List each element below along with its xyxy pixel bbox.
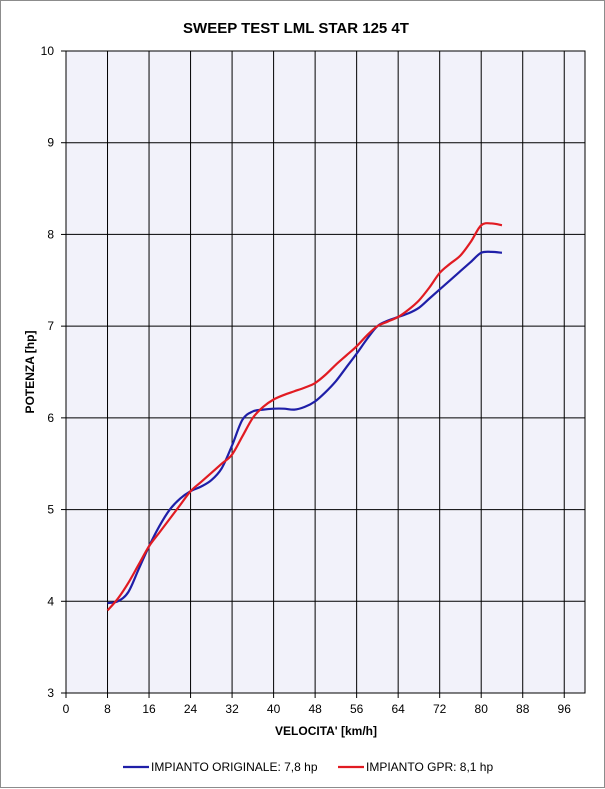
x-axis-label: VELOCITA' [km/h] bbox=[275, 724, 377, 738]
y-tick-label: 8 bbox=[47, 227, 54, 241]
y-tick-label: 9 bbox=[47, 136, 54, 150]
y-tick-label: 10 bbox=[41, 44, 55, 58]
x-tick-label: 48 bbox=[308, 702, 322, 716]
x-tick-label: 8 bbox=[104, 702, 111, 716]
chart-title: SWEEP TEST LML STAR 125 4T bbox=[183, 20, 409, 37]
grid-lines bbox=[66, 51, 585, 693]
y-tick-label: 6 bbox=[47, 411, 54, 425]
x-tick-label: 56 bbox=[350, 702, 364, 716]
y-tick-label: 4 bbox=[47, 594, 54, 608]
series-lines bbox=[106, 222, 503, 612]
legend-label: IMPIANTO ORIGINALE: 7,8 hp bbox=[151, 760, 318, 774]
series-line-gpr bbox=[106, 222, 503, 612]
x-tick-label: 40 bbox=[267, 702, 281, 716]
legend-item-gpr: IMPIANTO GPR: 8,1 hp bbox=[338, 760, 493, 774]
y-tick-label: 7 bbox=[47, 319, 54, 333]
legend-label: IMPIANTO GPR: 8,1 hp bbox=[366, 760, 493, 774]
x-tick-label: 72 bbox=[433, 702, 447, 716]
x-tick-label: 64 bbox=[391, 702, 405, 716]
x-tick-label: 88 bbox=[516, 702, 530, 716]
x-tick-label: 24 bbox=[184, 702, 198, 716]
y-axis-ticks: 3 4 5 6 7 8 9 10 bbox=[41, 44, 66, 700]
x-tick-label: 0 bbox=[63, 702, 70, 716]
x-tick-label: 32 bbox=[225, 702, 239, 716]
y-axis-label: POTENZA [hp] bbox=[23, 331, 37, 414]
plot-area bbox=[65, 50, 586, 694]
legend-item-originale: IMPIANTO ORIGINALE: 7,8 hp bbox=[123, 760, 318, 774]
y-tick-label: 3 bbox=[47, 686, 54, 700]
y-tick-label: 5 bbox=[47, 503, 54, 517]
x-tick-label: 16 bbox=[142, 702, 156, 716]
series-line-originale bbox=[107, 250, 503, 605]
legend: IMPIANTO ORIGINALE: 7,8 hp IMPIANTO GPR: … bbox=[123, 760, 493, 774]
x-tick-label: 96 bbox=[558, 702, 572, 716]
x-tick-label: 80 bbox=[475, 702, 489, 716]
x-axis-ticks: 0 8 16 24 32 40 48 56 64 72 80 88 96 bbox=[63, 693, 572, 716]
